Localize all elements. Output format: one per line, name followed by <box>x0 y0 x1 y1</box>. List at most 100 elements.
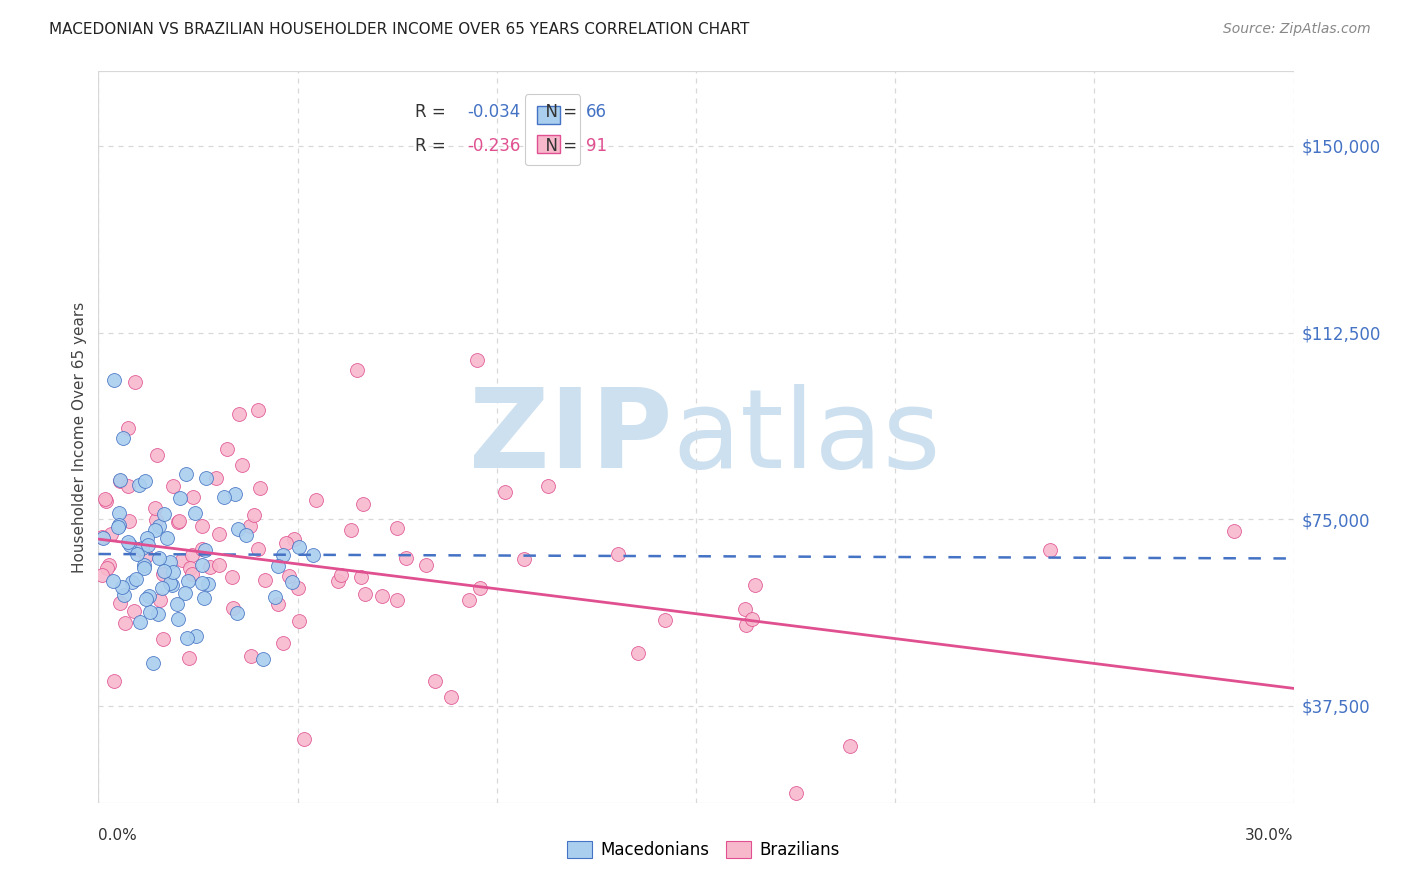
Text: N =: N = <box>534 137 582 155</box>
Point <box>181 566 204 581</box>
Point <box>159 576 181 591</box>
Y-axis label: Householder Income Over 65 years: Householder Income Over 65 years <box>72 301 87 573</box>
Point <box>734 602 756 616</box>
Point <box>741 612 763 626</box>
Point <box>125 547 148 561</box>
Point <box>176 631 198 645</box>
Point <box>607 547 630 561</box>
Text: 0.0%: 0.0% <box>98 828 138 843</box>
Point <box>162 479 184 493</box>
Point <box>197 577 219 591</box>
Point <box>231 458 253 473</box>
Point <box>415 558 437 572</box>
Point <box>465 353 488 368</box>
Point <box>734 617 756 632</box>
Point <box>207 558 229 572</box>
Point <box>243 508 266 523</box>
Point <box>264 591 287 605</box>
Point <box>329 568 352 582</box>
Point <box>142 656 165 670</box>
Point <box>395 550 418 565</box>
Point <box>191 542 214 557</box>
Point <box>136 538 159 552</box>
Text: -0.236: -0.236 <box>468 137 522 155</box>
Point <box>302 548 325 562</box>
Text: 66: 66 <box>586 103 607 120</box>
Point <box>122 604 145 618</box>
Point <box>276 535 298 549</box>
Point <box>91 530 114 544</box>
Point <box>97 558 120 572</box>
Point <box>838 739 860 753</box>
Point <box>132 560 155 574</box>
Point <box>103 673 125 688</box>
Point <box>145 449 167 463</box>
Point <box>744 578 766 592</box>
Point <box>94 494 117 508</box>
Point <box>143 523 166 537</box>
Point <box>423 674 446 689</box>
Point <box>235 527 257 541</box>
Point <box>212 490 235 504</box>
Point <box>162 566 184 580</box>
Point <box>385 521 408 535</box>
Point <box>124 573 146 587</box>
Point <box>253 573 276 587</box>
Point <box>1038 542 1060 557</box>
Point <box>152 566 174 581</box>
Point <box>246 402 269 417</box>
Point <box>148 519 170 533</box>
Point <box>176 574 198 588</box>
Point <box>239 519 262 533</box>
Point <box>457 592 479 607</box>
Point <box>281 574 304 589</box>
Point <box>108 596 131 610</box>
Text: ZIP: ZIP <box>468 384 672 491</box>
Point <box>100 527 122 541</box>
Point <box>191 519 214 533</box>
Point <box>194 542 217 557</box>
Point <box>117 421 139 435</box>
Point <box>785 786 807 800</box>
Point <box>149 593 172 607</box>
Point <box>371 589 394 603</box>
Point <box>292 731 315 746</box>
Point <box>191 575 214 590</box>
Legend: , : , <box>524 95 581 165</box>
Point <box>287 581 309 595</box>
Point <box>148 550 170 565</box>
Point <box>174 586 197 600</box>
Point <box>131 541 153 555</box>
Point <box>252 651 274 665</box>
Point <box>169 514 191 528</box>
Point <box>108 506 131 520</box>
Point <box>340 523 363 537</box>
Text: atlas: atlas <box>672 384 941 491</box>
Point <box>208 527 231 541</box>
Point <box>128 478 150 492</box>
Point <box>138 590 160 604</box>
Point <box>349 570 371 584</box>
Point <box>195 471 218 485</box>
Point <box>134 474 156 488</box>
Point <box>169 491 191 506</box>
Point <box>468 581 491 595</box>
Point <box>135 549 157 564</box>
Text: N =: N = <box>534 103 582 120</box>
Point <box>271 549 294 563</box>
Legend: Macedonians, Brazilians: Macedonians, Brazilians <box>560 834 846 866</box>
Point <box>221 570 243 584</box>
Point <box>91 567 114 582</box>
Point <box>537 479 560 493</box>
Point <box>108 475 131 489</box>
Point <box>267 558 290 573</box>
Point <box>103 373 125 387</box>
Point <box>167 612 190 626</box>
Point <box>494 485 516 500</box>
Point <box>305 492 328 507</box>
Point <box>228 522 250 536</box>
Point <box>249 481 271 495</box>
Text: R =: R = <box>415 137 451 155</box>
Text: R =: R = <box>415 103 451 120</box>
Text: -0.034: -0.034 <box>468 103 522 120</box>
